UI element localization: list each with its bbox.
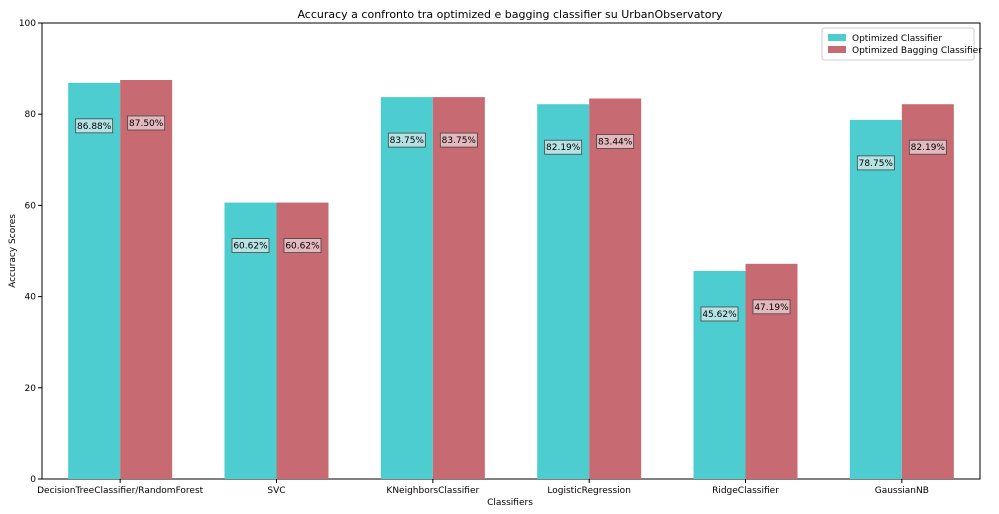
data-label-box: [75, 118, 114, 134]
bar-bagging: [120, 80, 173, 479]
y-tick-label: 80: [25, 110, 37, 120]
x-tick-label: GaussianNB: [875, 486, 929, 496]
data-label: 60.62%: [233, 242, 268, 252]
legend-swatch: [828, 34, 846, 41]
y-axis-label: Accuracy Scores: [8, 214, 18, 288]
y-tick-label: 0: [30, 475, 36, 485]
x-axis-label: Classifiers: [487, 498, 533, 508]
data-label: 86.88%: [77, 122, 112, 132]
bar-bagging: [589, 98, 642, 479]
legend-swatch: [828, 46, 846, 53]
legend-entry: Optimized Classifier: [852, 34, 942, 44]
x-tick-label: DecisionTreeClassifier/RandomForest: [37, 486, 204, 496]
data-label: 83.44%: [598, 138, 633, 148]
legend: Optimized Classifier Optimized Bagging Cl…: [821, 27, 982, 61]
data-label-box: [856, 155, 895, 171]
data-label: 83.75%: [390, 136, 425, 146]
data-label: 45.62%: [702, 310, 737, 320]
bar-optimized: [380, 97, 433, 479]
data-label-box: [700, 306, 739, 322]
data-label: 82.19%: [911, 143, 946, 153]
bar-bagging: [901, 104, 954, 480]
chart-title: Accuracy a confronto tra optimized e bag…: [297, 8, 723, 21]
bar-optimized: [68, 82, 121, 479]
plot-area: 0 20 40 60 80 100 DecisionTreeClassifier/Rando…: [19, 19, 981, 496]
x-tick-label: RidgeClassifier: [712, 486, 779, 496]
data-label-box: [596, 134, 635, 149]
bar-optimized: [849, 119, 902, 480]
y-tick-label: 100: [19, 19, 36, 29]
data-label-box: [544, 139, 583, 155]
plot-frame: [41, 22, 981, 480]
legend-entry: Optimized Bagging Classifier: [852, 46, 982, 56]
data-label: 47.19%: [754, 303, 789, 313]
data-label-box: [387, 132, 426, 148]
data-label-box: [231, 238, 270, 253]
bar-bagging: [745, 263, 798, 479]
y-tick-label: 60: [25, 201, 37, 211]
data-label-box: [283, 238, 322, 253]
y-tick-label: 20: [25, 384, 37, 394]
data-label: 83.75%: [442, 136, 477, 146]
data-label: 78.75%: [859, 159, 894, 169]
data-label-box: [908, 139, 947, 155]
data-label: 82.19%: [546, 143, 581, 153]
data-label-box: [127, 115, 166, 131]
bar-optimized: [537, 104, 590, 480]
x-tick-label: KNeighborsClassifier: [386, 486, 479, 496]
data-label-box: [439, 132, 478, 148]
bar-optimized: [693, 270, 746, 479]
data-label: 60.62%: [285, 242, 320, 252]
bar-bagging: [432, 97, 485, 479]
data-label-box: [752, 299, 791, 315]
x-tick-label: LogisticRegression: [547, 486, 630, 496]
x-tick-label: SVC: [267, 486, 285, 496]
y-tick-label: 40: [25, 293, 37, 303]
legend-frame: [821, 27, 975, 61]
data-label: 87.50%: [129, 119, 164, 129]
